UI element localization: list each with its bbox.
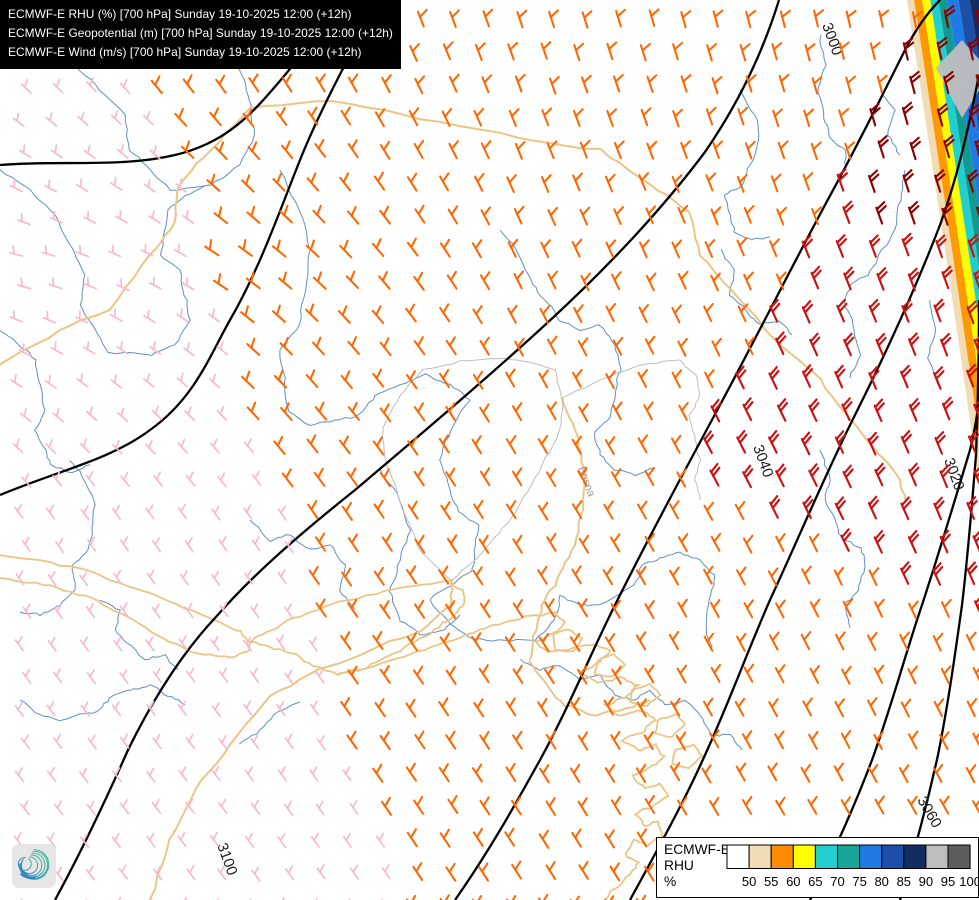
svg-text:80: 80	[874, 874, 888, 889]
svg-text:95: 95	[941, 874, 955, 889]
svg-text:70: 70	[830, 874, 844, 889]
svg-text:50: 50	[742, 874, 756, 889]
svg-text:65: 65	[808, 874, 822, 889]
svg-text:60: 60	[786, 874, 800, 889]
svg-text:85: 85	[897, 874, 911, 889]
svg-text:55: 55	[764, 874, 778, 889]
svg-text:90: 90	[919, 874, 933, 889]
svg-text:75: 75	[852, 874, 866, 889]
svg-text:100: 100	[959, 874, 979, 889]
